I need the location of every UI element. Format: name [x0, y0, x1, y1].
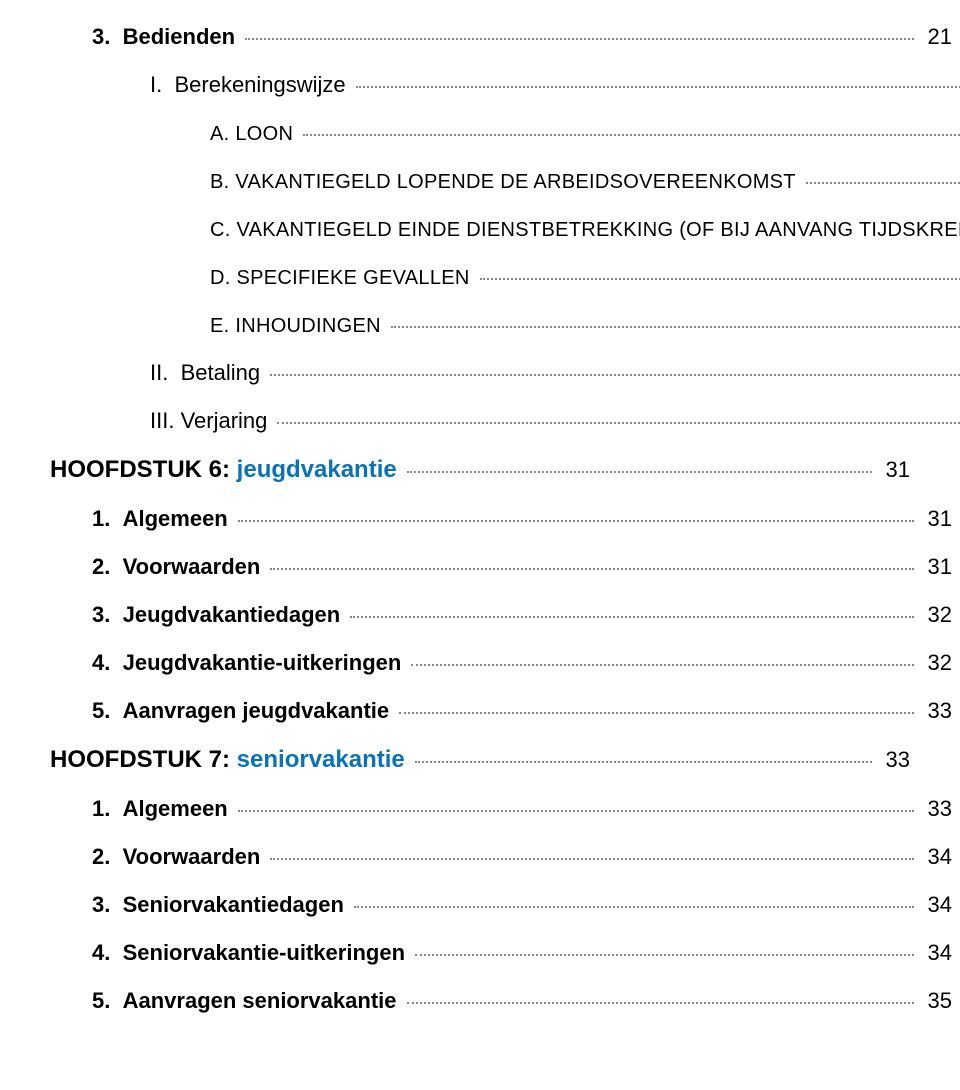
leader-dots — [270, 858, 913, 860]
toc-label: 4. Seniorvakantie-uitkeringen — [92, 940, 411, 966]
toc-label: 3. Jeugdvakantiedagen — [92, 602, 346, 628]
toc-entry: 5. Aanvragen jeugdvakantie 33 — [92, 698, 952, 724]
toc-chapter: HOOFDSTUK 6: jeugdvakantie 31 — [50, 456, 910, 484]
leader-dots — [806, 182, 960, 184]
toc-page: 21 — [918, 24, 952, 50]
toc-label: 1. Algemeen — [92, 506, 234, 532]
toc-entry: 1. Algemeen 33 — [92, 796, 952, 822]
leader-dots — [407, 471, 872, 473]
toc-entry: III. Verjaring 30 — [150, 408, 960, 434]
toc-entry: B. VAKANTIEGELD LOPENDE DE ARBEIDSOVEREE… — [210, 168, 960, 194]
table-of-contents: 3. Bedienden 21 I. Berekeningswijze 21 A… — [50, 24, 910, 1014]
toc-label: I. Berekeningswijze — [150, 72, 352, 98]
toc-entry: 3. Seniorvakantiedagen 34 — [92, 892, 952, 918]
toc-page: 34 — [918, 892, 952, 918]
toc-entry: 2. Voorwaarden 31 — [92, 554, 952, 580]
toc-entry: C. VAKANTIEGELD EINDE DIENSTBETREKKING (… — [210, 216, 960, 242]
toc-entry: 3. Bedienden 21 — [92, 24, 952, 50]
leader-dots — [303, 134, 960, 136]
toc-page: 33 — [918, 698, 952, 724]
leader-dots — [270, 568, 913, 570]
leader-dots — [356, 86, 960, 88]
toc-label: II. Betaling — [150, 360, 266, 386]
leader-dots — [245, 38, 913, 40]
toc-label: HOOFDSTUK 6: jeugdvakantie — [50, 456, 403, 484]
toc-entry: I. Berekeningswijze 21 — [150, 72, 960, 98]
leader-dots — [270, 374, 960, 376]
toc-page: 33 — [918, 796, 952, 822]
toc-page: 31 — [918, 506, 952, 532]
toc-label: A. LOON — [210, 123, 299, 146]
leader-dots — [399, 712, 913, 714]
toc-page: 31 — [876, 457, 910, 483]
toc-entry: 3. Jeugdvakantiedagen 32 — [92, 602, 952, 628]
toc-label: B. VAKANTIEGELD LOPENDE DE ARBEIDSOVEREE… — [210, 171, 802, 194]
leader-dots — [238, 810, 914, 812]
toc-entry: D. SPECIFIEKE GEVALLEN 26 — [210, 264, 960, 290]
toc-page: 35 — [918, 988, 952, 1014]
toc-entry: 1. Algemeen 31 — [92, 506, 952, 532]
leader-dots — [415, 954, 914, 956]
toc-page: 32 — [918, 650, 952, 676]
leader-dots — [350, 616, 913, 618]
leader-dots — [391, 326, 960, 328]
leader-dots — [354, 906, 914, 908]
toc-label: 2. Voorwaarden — [92, 844, 266, 870]
toc-label: E. INHOUDINGEN — [210, 315, 387, 338]
toc-page: 34 — [918, 844, 952, 870]
toc-label: C. VAKANTIEGELD EINDE DIENSTBETREKKING (… — [210, 219, 960, 242]
toc-label: HOOFDSTUK 7: seniorvakantie — [50, 746, 411, 774]
leader-dots — [277, 422, 960, 424]
leader-dots — [407, 1002, 914, 1004]
toc-label: 3. Seniorvakantiedagen — [92, 892, 350, 918]
toc-label: III. Verjaring — [150, 408, 273, 434]
toc-label: 5. Aanvragen seniorvakantie — [92, 988, 403, 1014]
leader-dots — [415, 761, 872, 763]
toc-page: 32 — [918, 602, 952, 628]
toc-label: D. SPECIFIEKE GEVALLEN — [210, 267, 476, 290]
toc-label: 4. Jeugdvakantie-uitkeringen — [92, 650, 407, 676]
leader-dots — [238, 520, 914, 522]
toc-page: 31 — [918, 554, 952, 580]
toc-entry: 4. Seniorvakantie-uitkeringen 34 — [92, 940, 952, 966]
toc-entry: II. Betaling 30 — [150, 360, 960, 386]
leader-dots — [480, 278, 960, 280]
toc-entry: E. INHOUDINGEN 29 — [210, 312, 960, 338]
toc-label: 2. Voorwaarden — [92, 554, 266, 580]
toc-label: 3. Bedienden — [92, 24, 241, 50]
toc-page: 34 — [918, 940, 952, 966]
leader-dots — [411, 664, 913, 666]
toc-page: 33 — [876, 747, 910, 773]
toc-chapter: HOOFDSTUK 7: seniorvakantie 33 — [50, 746, 910, 774]
toc-label: 5. Aanvragen jeugdvakantie — [92, 698, 395, 724]
toc-entry: 2. Voorwaarden 34 — [92, 844, 952, 870]
toc-entry: 4. Jeugdvakantie-uitkeringen 32 — [92, 650, 952, 676]
toc-label: 1. Algemeen — [92, 796, 234, 822]
toc-entry: 5. Aanvragen seniorvakantie 35 — [92, 988, 952, 1014]
toc-entry: A. LOON 22 — [210, 120, 960, 146]
